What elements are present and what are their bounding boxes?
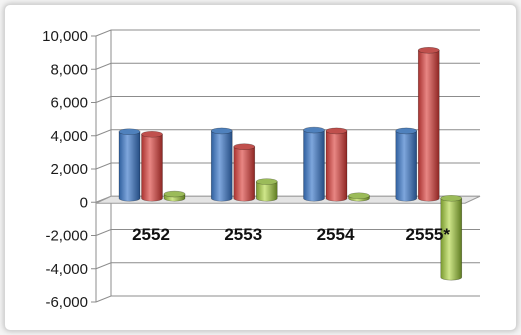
- bar: [417, 46, 440, 202]
- bar-cap: [348, 192, 370, 200]
- x-category-label: 2552: [132, 225, 170, 244]
- gridline: [95, 129, 480, 137]
- y-tick-label: -4,000: [45, 261, 88, 278]
- x-category-label: 2555*: [406, 225, 451, 244]
- x-category-label: 2553: [224, 225, 262, 244]
- bar-cap: [417, 46, 440, 54]
- bar: [233, 143, 256, 202]
- bar: [395, 127, 418, 202]
- bar-cap: [255, 178, 278, 185]
- gridline: [95, 262, 480, 270]
- y-tick-label: 6,000: [50, 95, 88, 112]
- bar: [440, 194, 463, 281]
- bar-series: [118, 46, 463, 281]
- bar-cap: [440, 194, 463, 202]
- bar-cap: [118, 128, 141, 136]
- bar: [163, 190, 186, 202]
- x-category-label: 2554: [317, 225, 355, 244]
- y-tick-label: 4,000: [50, 128, 88, 145]
- gridline: [95, 295, 480, 303]
- gridlines: [91, 29, 481, 303]
- y-tick-label: -2,000: [45, 228, 88, 245]
- y-axis-ticks: 10,000 8,000 6,000 4,000 2,000 0 -2,000 -4,000 -…: [42, 28, 88, 311]
- gridline: [95, 229, 480, 236]
- bar-body: [118, 131, 141, 202]
- gridline: [95, 29, 480, 37]
- bar: [303, 126, 325, 202]
- bar-cap: [303, 126, 325, 134]
- bar-cap: [325, 127, 348, 135]
- bar-body: [395, 130, 418, 202]
- gridline: [95, 62, 480, 70]
- bar-cap: [163, 190, 186, 198]
- bar: [325, 127, 348, 202]
- bar: [118, 128, 141, 202]
- x-axis-categories: 2552 2553 2554 2555*: [132, 225, 450, 244]
- bar-body: [233, 146, 256, 202]
- bar-body: [303, 129, 325, 202]
- y-tick-label: 0: [80, 194, 88, 211]
- bar: [210, 127, 233, 202]
- gridline: [95, 162, 480, 170]
- bar-body: [255, 181, 278, 202]
- gridline: [95, 96, 480, 103]
- y-tick-label: 2,000: [50, 161, 88, 178]
- zero-floor: [95, 195, 481, 204]
- bar-cap: [141, 130, 163, 138]
- y-tick-label: -6,000: [45, 294, 88, 311]
- bar: [141, 130, 163, 202]
- bar-body: [325, 130, 348, 202]
- bar-cap: [395, 127, 418, 135]
- bar-cap: [210, 127, 233, 135]
- bar: [255, 178, 278, 202]
- y-tick-label: 8,000: [50, 61, 88, 78]
- bar: [348, 192, 370, 202]
- bar-cap: [233, 143, 256, 151]
- bar-body: [440, 197, 463, 281]
- y-tick-label: 10,000: [42, 28, 88, 45]
- bar-body: [141, 133, 163, 202]
- bar-body: [417, 49, 440, 202]
- bar-body: [210, 130, 233, 202]
